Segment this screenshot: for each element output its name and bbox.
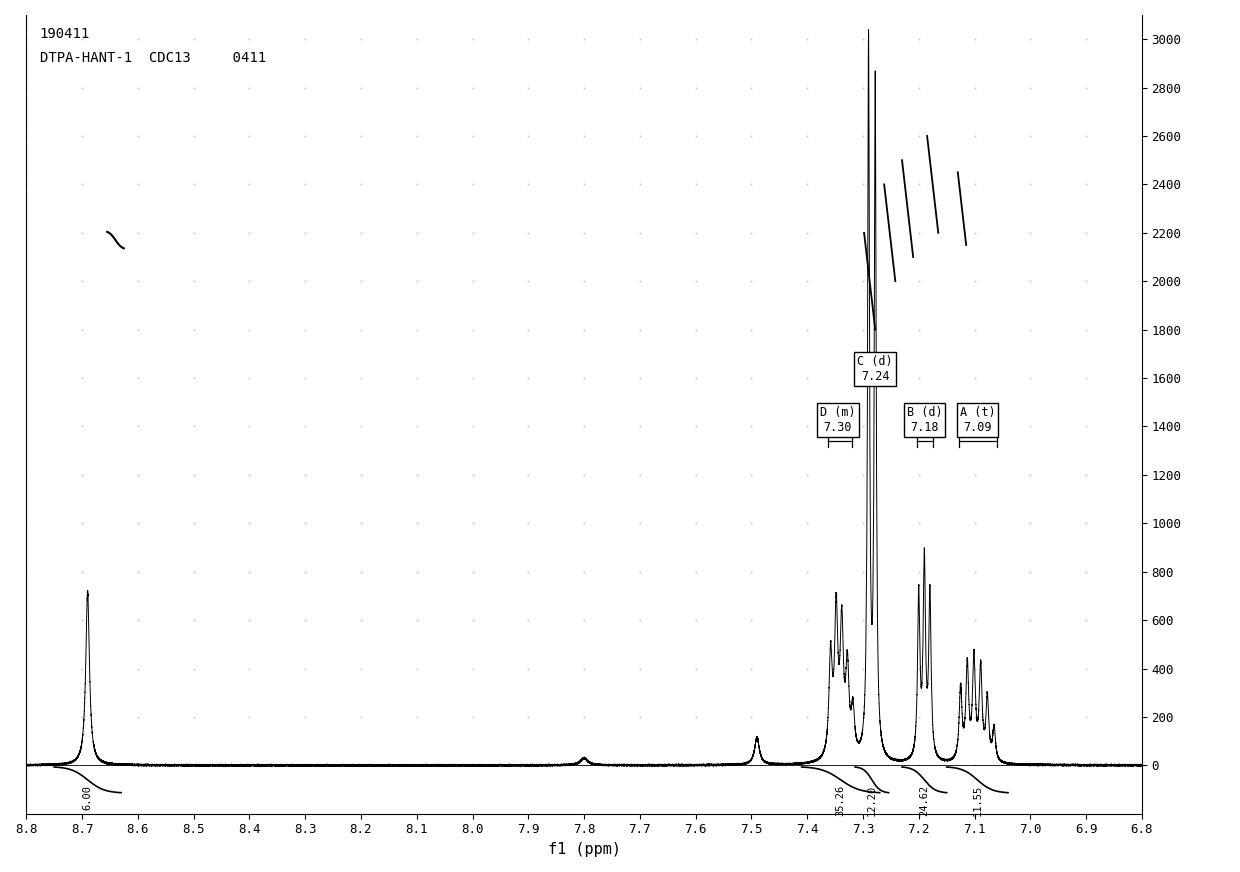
Text: 6.00: 6.00: [83, 785, 93, 810]
Text: 35.26: 35.26: [836, 785, 846, 816]
Text: DTPA-HANT-1  CDC13     0411: DTPA-HANT-1 CDC13 0411: [40, 51, 265, 65]
Text: C (d)
7.24: C (d) 7.24: [857, 355, 893, 383]
Text: D (m)
7.30: D (m) 7.30: [820, 405, 856, 433]
Text: 12.20: 12.20: [867, 785, 877, 816]
Text: B (d)
7.18: B (d) 7.18: [906, 405, 942, 433]
Text: 190411: 190411: [40, 27, 89, 41]
Text: A (t)
7.09: A (t) 7.09: [960, 405, 996, 433]
Text: 24.62: 24.62: [919, 785, 929, 816]
X-axis label: f1 (ppm): f1 (ppm): [548, 842, 620, 857]
Text: 11.55: 11.55: [972, 785, 982, 816]
